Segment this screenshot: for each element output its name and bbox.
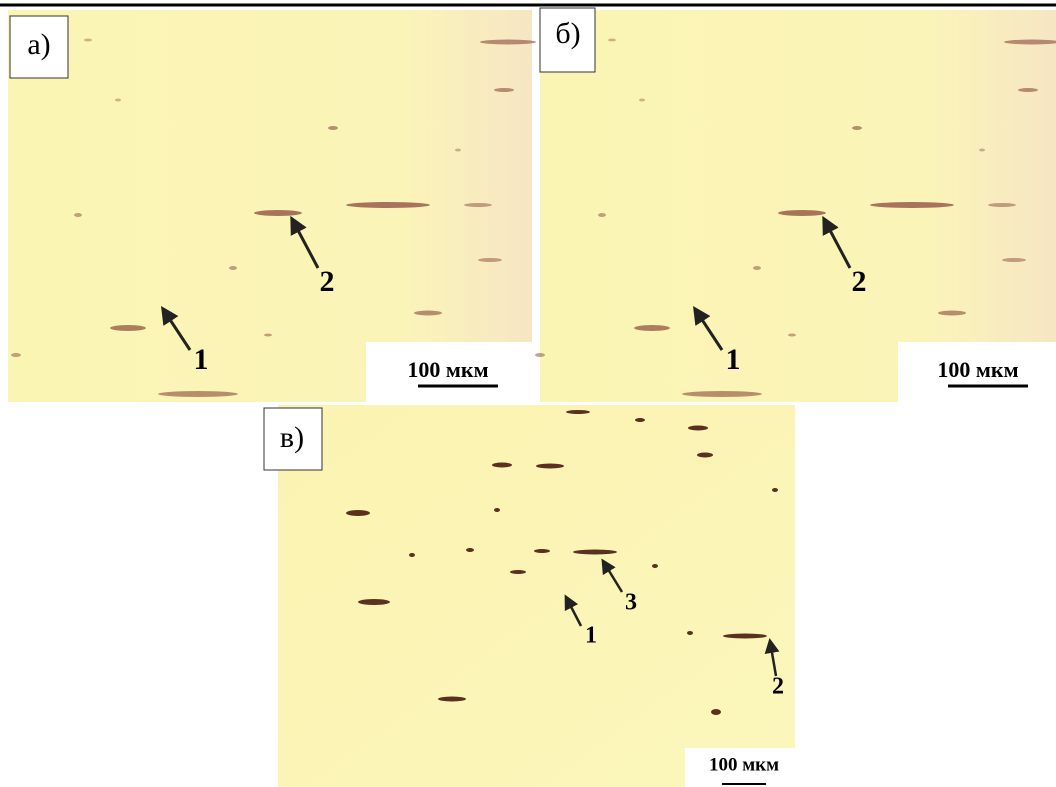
marker: 3 — [625, 590, 637, 616]
scale-bar-label: 100 мкм — [937, 357, 1018, 382]
marker: 2 — [772, 674, 784, 700]
panel-label: б) — [555, 17, 580, 50]
marker: 1 — [726, 343, 741, 376]
panel-label: а) — [27, 28, 50, 61]
micrograph — [278, 405, 795, 787]
scale-bar-label: 100 мкм — [709, 754, 779, 775]
panel-label: в) — [280, 421, 304, 454]
marker: 1 — [194, 343, 209, 376]
panel-a: а) 1 2 100 мкм — [8, 10, 536, 402]
marker: 2 — [852, 265, 867, 298]
marker: 1 — [585, 623, 597, 649]
panel-b: б) 1 2 100 мкм — [535, 8, 1056, 402]
figure: а) 1 2 100 мкм б) 1 2 100 мкм — [0, 0, 1056, 787]
scale-bar-label: 100 мкм — [407, 357, 488, 382]
panel-c: в) 1 2 3 100 мкм — [264, 405, 795, 787]
marker: 2 — [320, 265, 335, 298]
